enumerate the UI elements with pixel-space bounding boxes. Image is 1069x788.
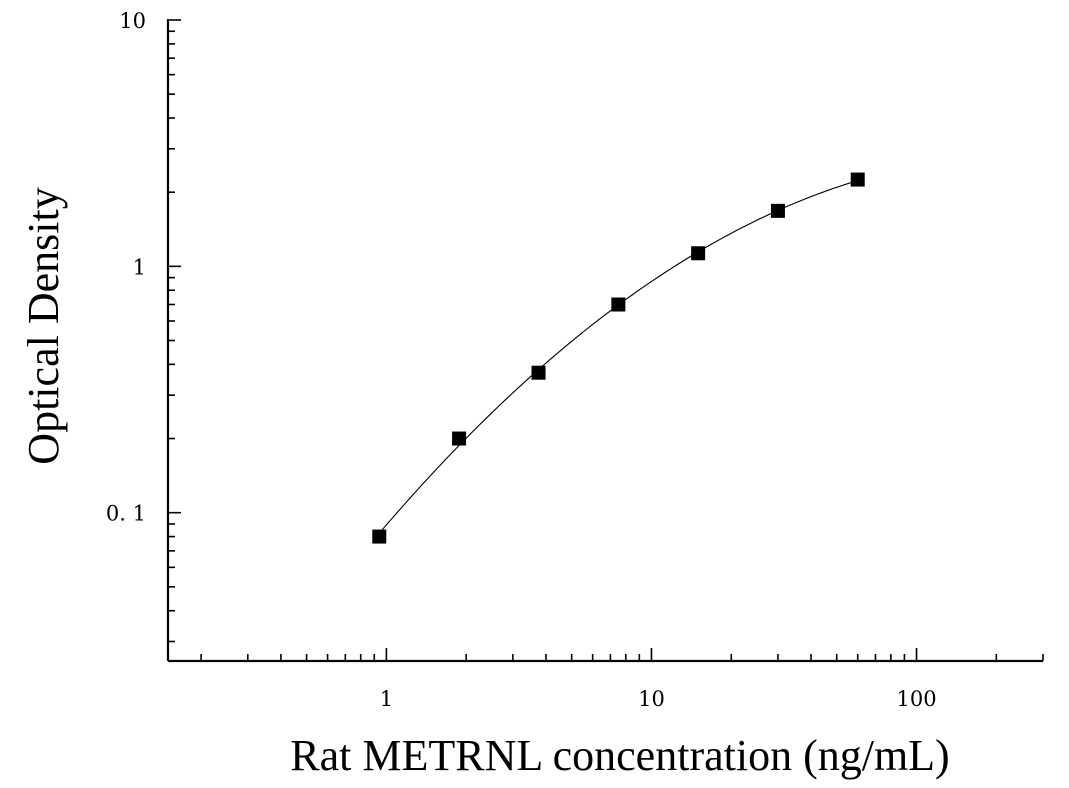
fit-curve <box>378 180 858 534</box>
y-tick-label: 1 <box>133 255 146 279</box>
x-tick-label: 1 <box>380 687 393 711</box>
data-point <box>770 203 785 218</box>
tick-labels: 1 10 100 0. 1 1 10 <box>106 9 937 711</box>
x-axis-title: Rat METRNL concentration (ng/mL) <box>290 731 949 780</box>
y-axis-title: Optical Density <box>19 187 68 464</box>
data-point <box>850 172 865 187</box>
x-tick-label: 100 <box>896 687 936 711</box>
axes <box>166 19 1043 663</box>
y-tick-label: 10 <box>119 9 146 33</box>
axis-ticks <box>168 19 1044 661</box>
data-point <box>372 529 387 544</box>
data-point <box>611 297 626 312</box>
data-point <box>452 431 467 446</box>
data-point <box>531 365 546 380</box>
x-tick-label: 10 <box>638 687 665 711</box>
y-tick-label: 0. 1 <box>106 502 146 526</box>
data-point <box>691 246 706 261</box>
data-points <box>372 172 865 544</box>
